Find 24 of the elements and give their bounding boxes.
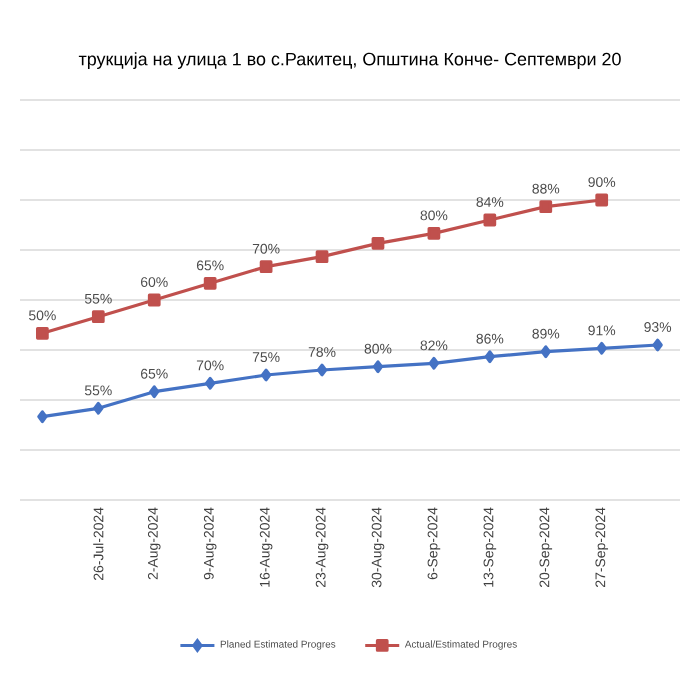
point bbox=[203, 276, 217, 290]
point bbox=[93, 401, 104, 415]
point bbox=[259, 260, 273, 274]
chart-title: трукција на улица 1 во с.Ракитец, Општина Конче- Септември 20 bbox=[78, 52, 621, 69]
point bbox=[372, 360, 384, 374]
point bbox=[147, 293, 161, 307]
point bbox=[652, 338, 663, 352]
point bbox=[428, 356, 440, 370]
point bbox=[37, 410, 48, 424]
point bbox=[316, 363, 328, 377]
point bbox=[35, 326, 49, 340]
point bbox=[149, 385, 160, 399]
point bbox=[483, 213, 497, 227]
point bbox=[91, 310, 105, 324]
point bbox=[596, 341, 607, 355]
point bbox=[427, 226, 441, 240]
point bbox=[540, 345, 551, 359]
point bbox=[315, 250, 329, 264]
point bbox=[260, 368, 272, 382]
point bbox=[484, 350, 496, 364]
point bbox=[204, 376, 216, 390]
point bbox=[539, 200, 553, 214]
point bbox=[595, 193, 609, 207]
point bbox=[371, 236, 385, 250]
